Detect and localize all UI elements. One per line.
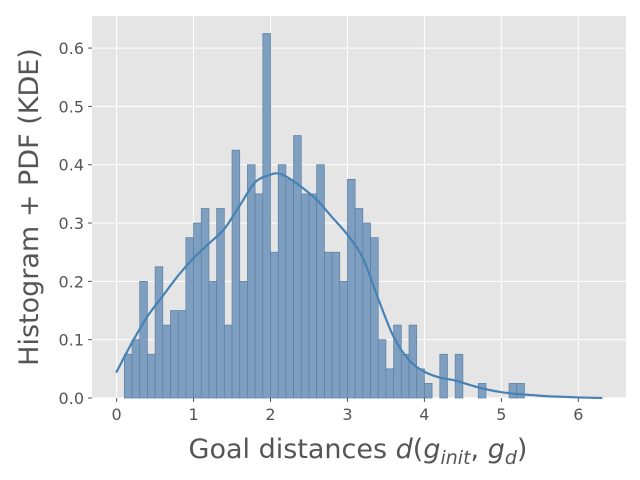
histogram-bar: [362, 222, 371, 399]
kde-curve: [115, 172, 603, 400]
histogram-bar: [516, 383, 525, 399]
histogram-bar: [285, 178, 294, 399]
x-axis-label-g2: g: [488, 434, 505, 465]
histogram-bar: [277, 164, 287, 399]
y-tick-label: 0.1: [59, 331, 84, 350]
histogram-bar: [416, 368, 425, 399]
histogram-bar: [300, 193, 310, 399]
histogram-bar: [131, 339, 141, 399]
x-tick-label: 4: [419, 405, 429, 424]
histogram-bar: [424, 383, 433, 399]
histogram-bar: [508, 383, 518, 399]
histogram-bar: [254, 193, 264, 399]
y-axis-label: Histogram + PDF (KDE): [14, 48, 45, 366]
x-tick-label: 1: [188, 405, 198, 424]
x-tick-label: 6: [573, 405, 583, 424]
x-axis-label-prefix: Goal distances: [189, 434, 396, 465]
histogram-bar: [385, 368, 394, 399]
x-axis-label-g1: g: [423, 434, 440, 465]
x-axis-ticks: 0 1 2 3 4 5 6: [112, 398, 583, 424]
histogram-bar: [347, 178, 356, 399]
histogram-bar: [162, 324, 171, 399]
x-tick-label: 5: [496, 405, 506, 424]
histogram-bar: [139, 281, 148, 399]
histogram-bar: [231, 149, 241, 399]
histogram-bar: [370, 237, 379, 399]
y-tick-label: 0.2: [59, 272, 84, 291]
x-axis-label-d: d: [396, 434, 414, 465]
histogram-bar: [223, 324, 233, 399]
y-tick-label: 0.6: [59, 39, 84, 58]
y-tick-label: 0.0: [59, 389, 84, 408]
histogram-bar: [262, 33, 271, 399]
x-tick-label: 0: [112, 405, 122, 424]
x-tick-label: 3: [342, 405, 352, 424]
histogram-bar: [170, 310, 179, 399]
histogram-bar: [308, 193, 318, 399]
x-tick-label: 2: [265, 405, 275, 424]
y-tick-label: 0.3: [59, 214, 84, 233]
histogram-bar: [177, 310, 187, 399]
histogram-bars: [123, 33, 525, 399]
histogram-bar: [324, 251, 333, 399]
x-axis-label-open-paren: (: [413, 434, 424, 465]
histogram-bar: [331, 251, 341, 399]
x-axis-label-sub-init: init: [440, 447, 472, 469]
histogram-bar: [477, 383, 487, 399]
histogram-bar: [270, 251, 279, 399]
histogram-bar: [377, 339, 387, 399]
y-tick-label: 0.4: [59, 156, 84, 175]
histogram-bar: [208, 281, 218, 399]
histogram-bar: [454, 353, 464, 399]
histogram-bar: [123, 353, 133, 399]
histogram-bar: [200, 208, 210, 399]
histogram-bar: [393, 324, 402, 399]
x-axis-label-close-paren: ): [517, 434, 528, 465]
histogram-bar: [154, 266, 164, 399]
histogram-bar: [193, 222, 202, 399]
x-axis-label: Goal distances d(ginit, gd): [189, 434, 528, 469]
histogram-bar: [247, 164, 256, 399]
histogram-bar: [439, 353, 448, 399]
histogram-bar: [339, 281, 348, 399]
histogram-bar: [400, 353, 410, 399]
y-axis-ticks: 0.0 0.1 0.2 0.3 0.4 0.5 0.6: [59, 39, 92, 408]
y-tick-label: 0.5: [59, 97, 84, 116]
histogram-bar: [216, 208, 225, 399]
histogram-bar: [147, 353, 156, 399]
x-axis-label-sub-d: d: [505, 447, 518, 469]
histogram-bar: [293, 135, 302, 399]
histogram-bar: [239, 281, 248, 399]
x-axis-label-comma: ,: [471, 434, 488, 465]
histogram-bar: [354, 208, 364, 399]
